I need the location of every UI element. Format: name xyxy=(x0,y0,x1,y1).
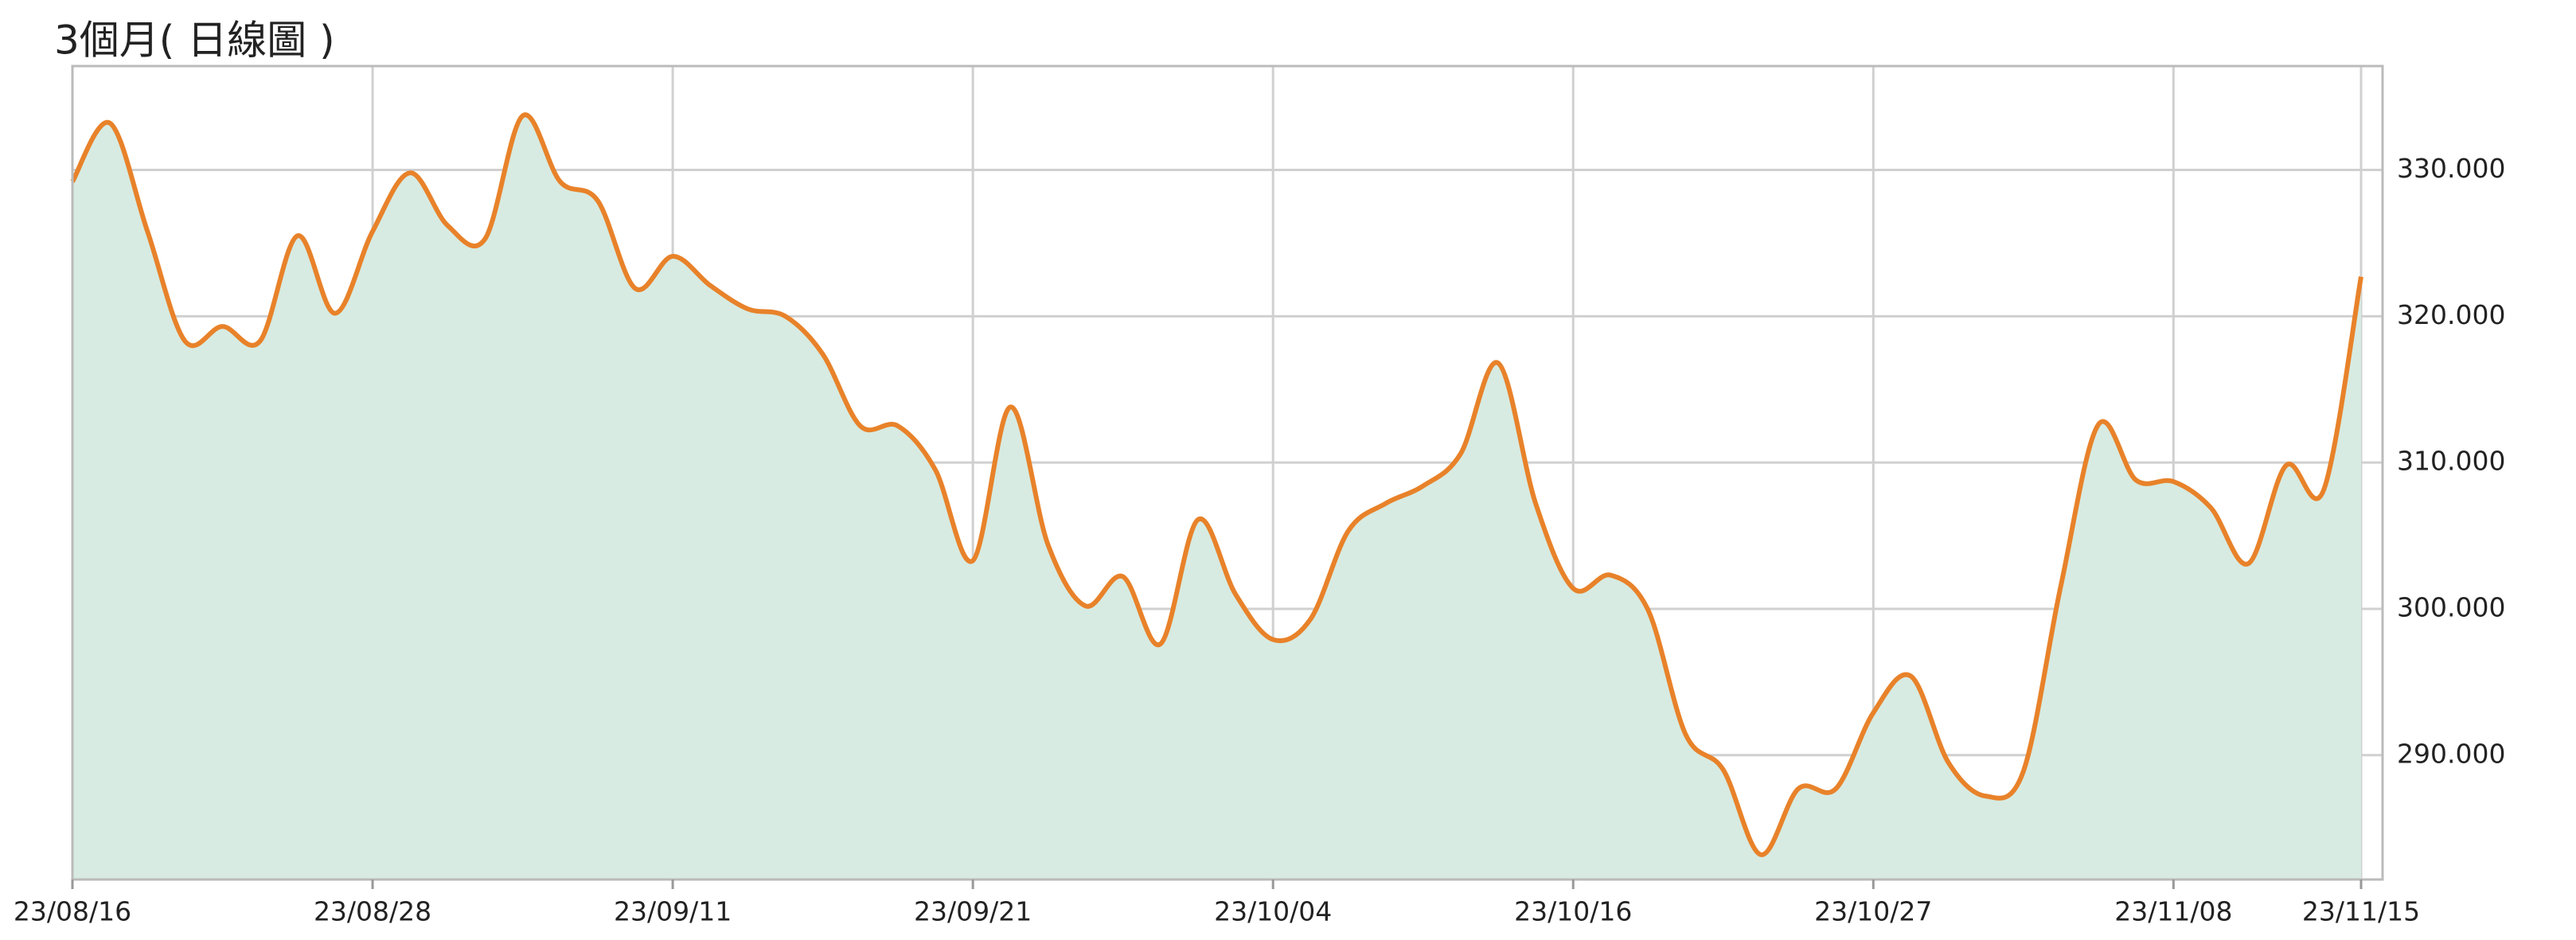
y-tick-label: 330.000 xyxy=(2397,153,2505,184)
line xyxy=(70,112,2363,857)
area xyxy=(72,115,2361,880)
x-tick-label: 23/09/21 xyxy=(914,896,1032,927)
x-tick-label: 23/08/16 xyxy=(14,896,131,927)
x-tick-label: 23/10/04 xyxy=(1214,896,1332,927)
plot-frame xyxy=(71,64,2384,881)
x-tick-label: 23/11/08 xyxy=(2114,896,2232,927)
y-tick-label: 290.000 xyxy=(2397,738,2505,769)
x-tick-label: 23/11/15 xyxy=(2302,896,2420,927)
chart-title: 3個月( 日線圖 ) xyxy=(54,18,335,64)
y-tick-label: 310.000 xyxy=(2397,446,2505,477)
x-tick-label: 23/10/16 xyxy=(1514,896,1632,927)
x-tick-label: 23/09/11 xyxy=(614,896,732,927)
y-tick-label: 300.000 xyxy=(2397,591,2505,622)
x-tick-label: 23/08/28 xyxy=(314,896,431,927)
x-tick-label: 23/10/27 xyxy=(1814,896,1932,927)
y-tick-label: 320.000 xyxy=(2397,299,2505,330)
